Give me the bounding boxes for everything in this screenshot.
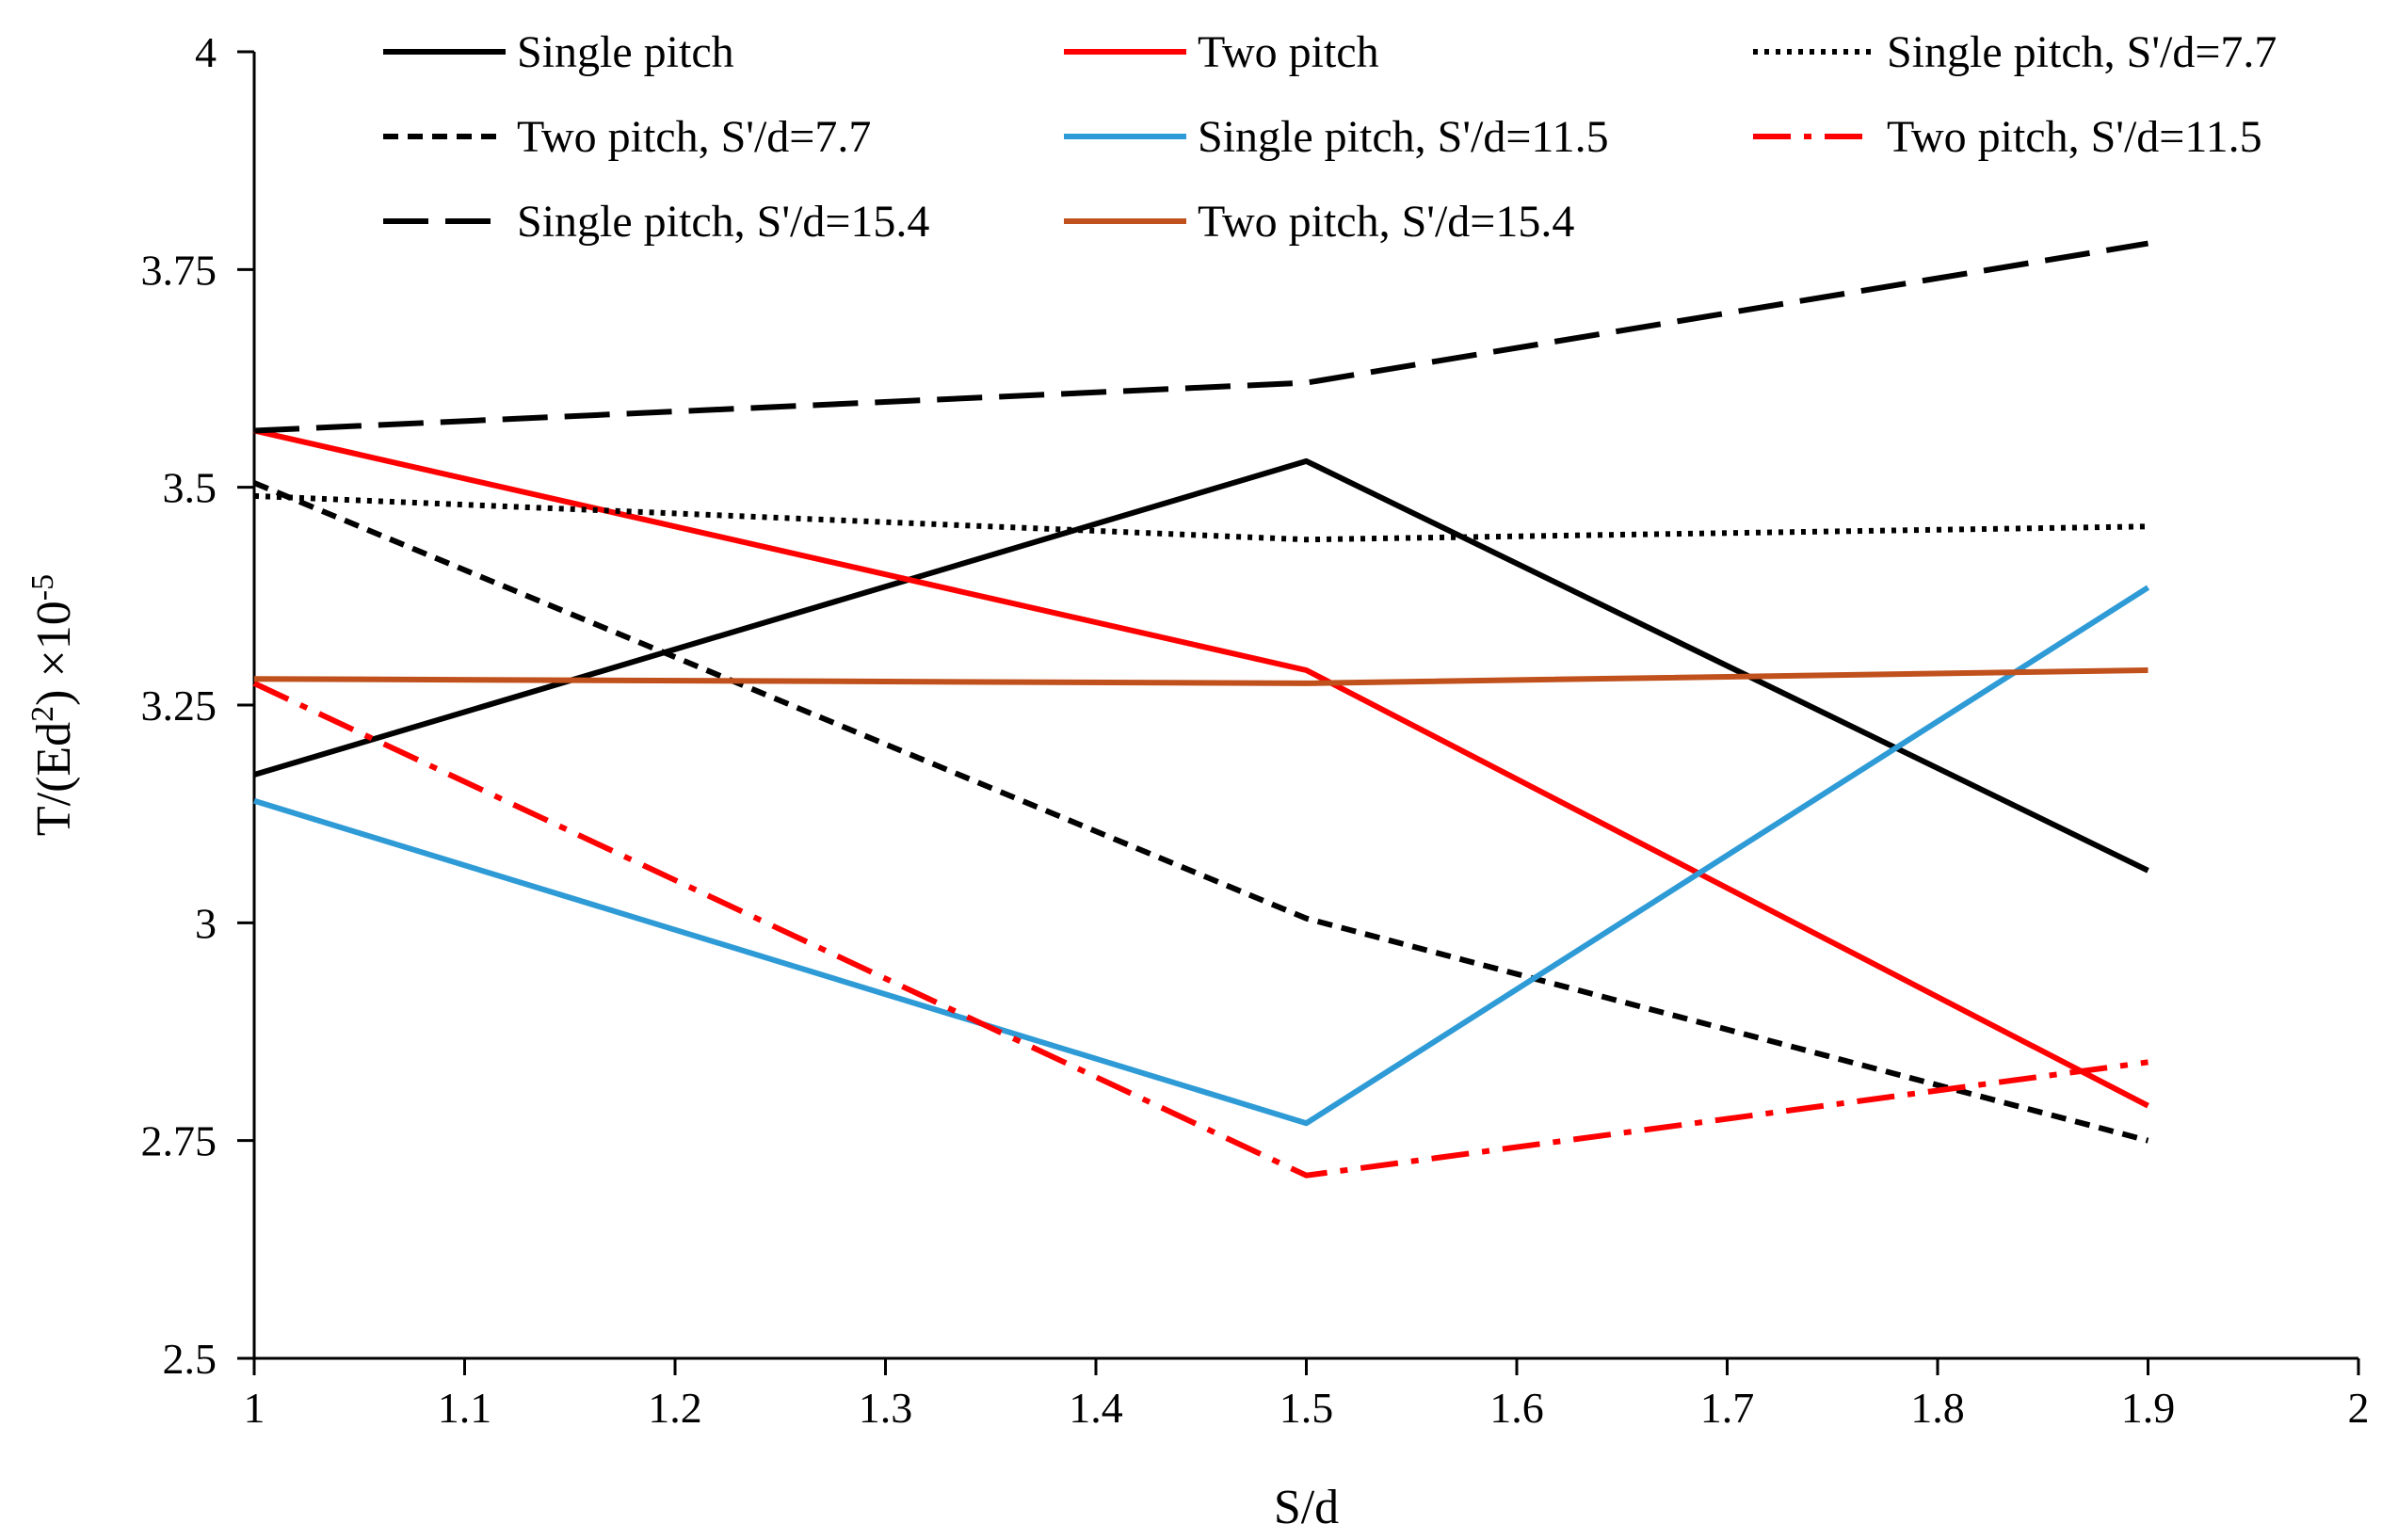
legend-label: Single pitch, S'/d=15.4 [517, 197, 929, 247]
x-tick-label: 1 [244, 1384, 266, 1432]
y-axis-title-sup: 2 [25, 706, 60, 722]
x-tick-label: 1.2 [648, 1384, 702, 1432]
y-tick-label: 3 [195, 899, 217, 947]
x-tick-label: 1.9 [2121, 1384, 2176, 1432]
legend-label: Two pitch, S'/d=11.5 [1887, 112, 2262, 162]
series-line [253, 492, 2149, 543]
x-ticks: 1 1.1 1.2 1.3 1.4 1.5 1.6 1.7 1.8 1.9 2 [244, 1358, 2370, 1432]
x-tick-label: 1.6 [1489, 1384, 1544, 1432]
series-line [253, 457, 2149, 874]
legend-label: Two pitch [1198, 27, 1379, 77]
y-axis-title-main: T/(Ed [27, 722, 81, 836]
x-tick-label: 1.7 [1700, 1384, 1755, 1432]
x-tick-label: 1.8 [1910, 1384, 1965, 1432]
x-axis-title: S/d [1274, 1481, 1339, 1534]
y-tick-label: 3.25 [141, 682, 217, 730]
legend-label: Single pitch, S'/d=11.5 [1198, 112, 1609, 162]
legend-label: Single pitch, S'/d=7.7 [1887, 27, 2277, 77]
y-tick-label: 3.5 [163, 464, 217, 512]
series-line [253, 667, 2149, 686]
series-line [252, 681, 2149, 1179]
y-axis-title-mid: ) ×10 [27, 601, 81, 706]
series-line [253, 585, 2150, 1127]
y-tick-label: 2.75 [141, 1117, 217, 1165]
x-tick-label: 2 [2348, 1384, 2370, 1432]
axes [252, 52, 2358, 1360]
series-line [252, 480, 2149, 1144]
y-tick-label: 3.75 [141, 246, 217, 294]
y-tick-label: 2.5 [163, 1335, 217, 1383]
legend-label: Single pitch [517, 27, 734, 77]
legend-label: Two pitch, S'/d=7.7 [517, 112, 871, 162]
y-axis-title: T/(Ed2) ×10-5 [25, 574, 81, 836]
x-tick-label: 1.5 [1279, 1384, 1334, 1432]
x-tick-label: 1.1 [438, 1384, 492, 1432]
legend: Single pitch Two pitch Single pitch, S'/d=… [383, 27, 2277, 247]
series-lines [252, 240, 2150, 1179]
y-axis-title-exp: -5 [25, 574, 60, 601]
legend-label: Two pitch, S'/d=15.4 [1198, 197, 1574, 247]
y-tick-label: 4 [195, 28, 217, 76]
series-line [253, 240, 2149, 434]
x-tick-label: 1.4 [1069, 1384, 1123, 1432]
y-ticks: 2.5 2.75 3 3.25 3.5 3.75 4 [141, 28, 254, 1383]
x-tick-label: 1.3 [859, 1384, 913, 1432]
